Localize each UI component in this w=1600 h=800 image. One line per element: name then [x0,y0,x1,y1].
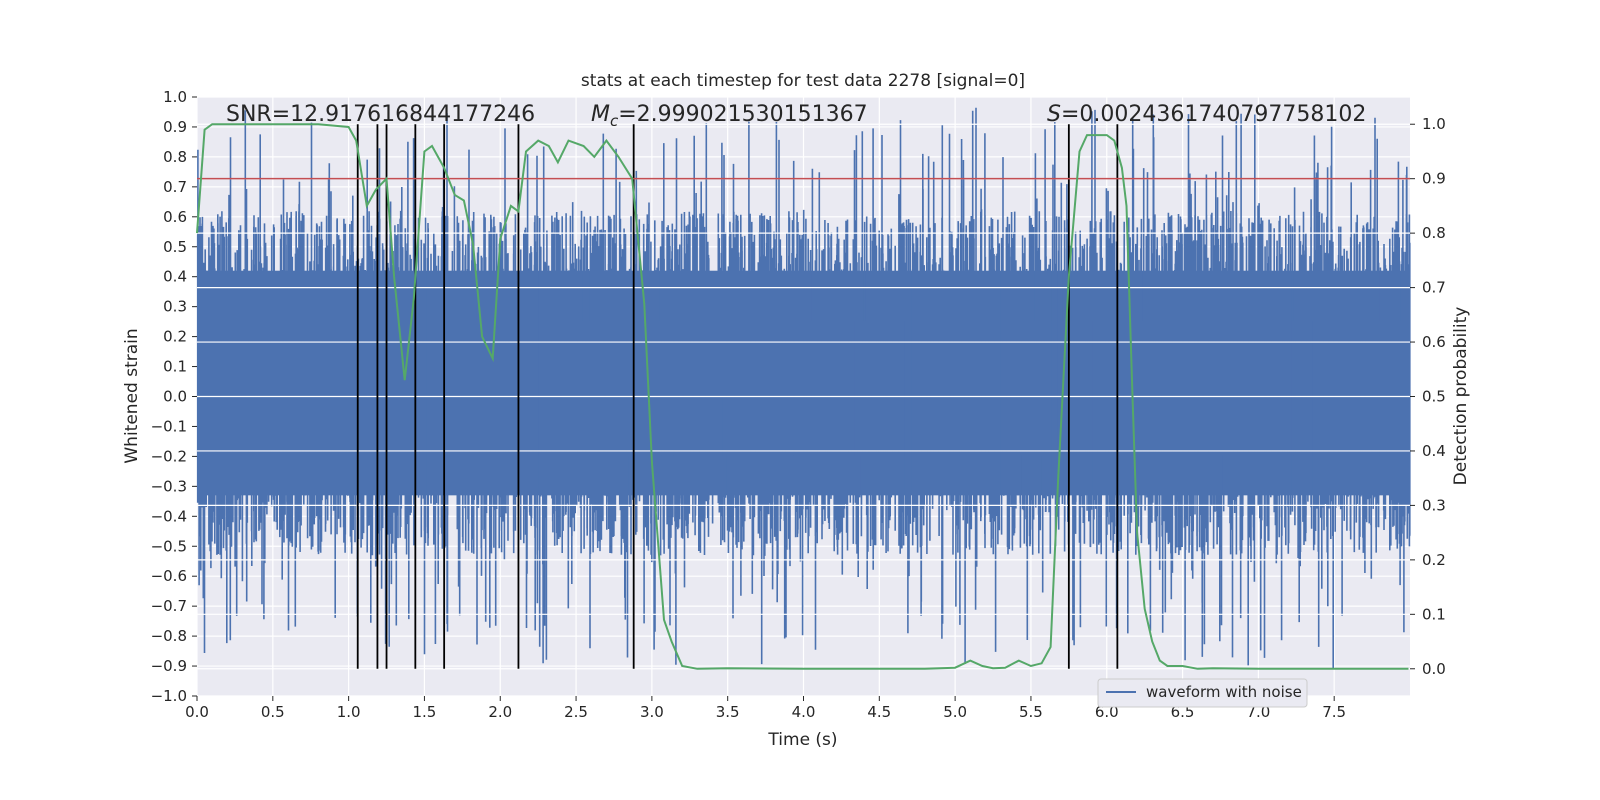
y-right-tick-label: 0.8 [1422,224,1446,242]
y-right-tick-label: 1.0 [1422,115,1446,133]
y-left-tick-label: 0.1 [163,358,187,376]
y-left-tick-label: 0.7 [163,178,187,196]
x-tick-label: 3.0 [640,703,664,721]
s-symbol: S [1047,102,1061,127]
y-left-tick-label: −0.7 [151,597,187,615]
y-left-tick-label: 0.0 [163,388,187,406]
x-tick-label: 1.0 [337,703,361,721]
chirp-mass-annotation: Mc=2.999021530151367 [591,102,868,130]
x-tick-label: 4.5 [867,703,891,721]
legend-box [1097,678,1308,708]
legend-label: waveform with noise [1146,683,1302,701]
y-axis-label-right: Detection probability [1451,307,1471,486]
chirp-mass-subscript: c [610,112,619,130]
x-tick-label: 0.0 [185,703,209,721]
y-left-tick-label: 0.5 [163,238,187,256]
y-left-tick-label: 1.0 [163,88,187,106]
snr-annotation: SNR=12.917616844177246 [226,102,535,127]
x-tick-label: 1.5 [413,703,437,721]
y-left-tick-label: 0.6 [163,208,187,226]
x-tick-label: 5.5 [1019,703,1043,721]
probability-line [196,123,1409,670]
x-tick-label: 2.0 [488,703,512,721]
vertical-markers [356,124,1119,669]
y-left-tick-label: 0.4 [163,268,187,286]
y-left-tick-label: −0.8 [151,627,187,645]
y-right-tick-label: 0.2 [1422,551,1446,569]
y-left-tick-label: −0.9 [151,657,187,675]
y-right-tick-label: 0.1 [1422,605,1446,623]
y-left-tick-label: −0.3 [151,477,187,495]
y-right-tick-label: 0.7 [1422,279,1446,297]
chirp-mass-symbol: M [591,102,610,127]
y-left-tick-label: −0.4 [151,507,187,525]
x-tick-label: 2.5 [564,703,588,721]
s-annotation: S=0.0024361740797758102 [1047,102,1366,127]
s-value: =0.0024361740797758102 [1061,102,1366,127]
y-left-tick-label: −0.6 [151,567,187,585]
y-left-tick-label: −0.2 [151,447,187,465]
y-left-tick-label: 0.2 [163,328,187,346]
y-axis-label-left: Whitened strain [122,328,142,463]
x-tick-label: 3.5 [716,703,740,721]
y-right-tick-label: 0.3 [1422,496,1446,514]
waveform-series [196,107,1411,669]
x-tick-label: 0.5 [261,703,285,721]
x-tick-label: 5.0 [943,703,967,721]
y-right-tick-label: 0.6 [1422,333,1446,351]
x-tick-label: 7.5 [1322,703,1346,721]
y-right-tick-label: 0.4 [1422,442,1446,460]
x-tick-label: 4.0 [792,703,816,721]
y-right-tick-label: 0.9 [1422,170,1446,188]
y-right-tick-label: 0.5 [1422,388,1446,406]
y-left-tick-label: −1.0 [151,687,187,705]
chirp-mass-value: =2.999021530151367 [618,102,867,127]
x-axis-label: Time (s) [767,730,837,750]
y-left-tick-label: 0.8 [163,148,187,166]
y-left-tick-label: 0.9 [163,118,187,136]
probability-series [196,123,1409,670]
chart-title: stats at each timestep for test data 227… [581,71,1025,91]
y-right-tick-label: 0.0 [1422,660,1446,678]
y-left-tick-label: 0.3 [163,298,187,316]
y-left-tick-label: −0.5 [151,537,187,555]
y-left-tick-label: −0.1 [151,417,187,435]
legend: waveform with noise [1097,678,1308,708]
tick-labels: 0.0 0.5 1.0 1.5 2.0 2.5 3.0 3.5 4.0 4.5 5.0 5.5 6.0 6… [151,88,1446,721]
